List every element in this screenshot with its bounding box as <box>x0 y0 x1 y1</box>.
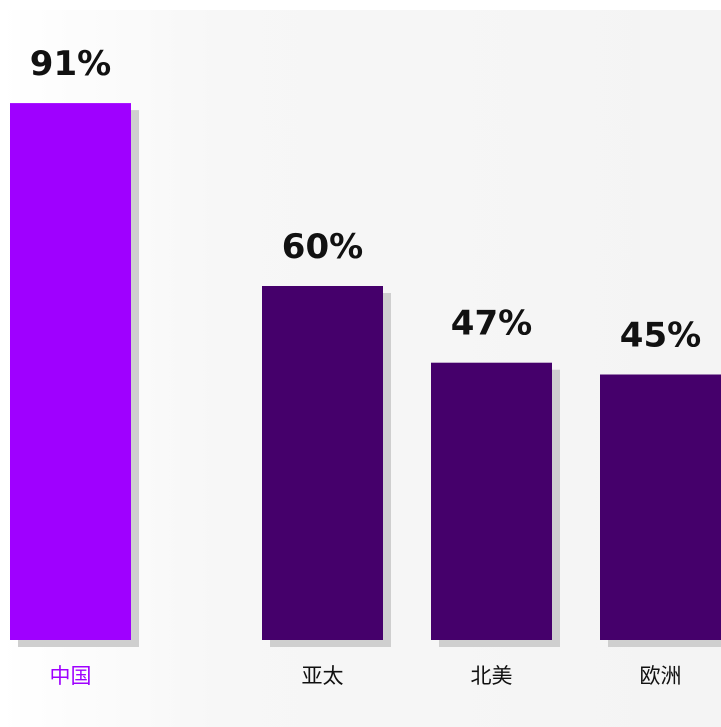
bar-3-value-label: 47% <box>451 304 532 344</box>
chart-top-edge <box>0 0 721 10</box>
bar-1-value-label: 91% <box>30 44 111 84</box>
bar-3 <box>431 362 552 640</box>
bar-2 <box>262 286 383 640</box>
bar-4 <box>600 374 721 640</box>
value-labels: 91% 60% 47% 45% <box>30 44 701 355</box>
category-labels: 中国 亚太 北美 欧洲 <box>50 664 682 688</box>
bar-4-category-label: 欧洲 <box>640 664 682 688</box>
bar-2-value-label: 60% <box>282 227 363 267</box>
bar-1 <box>10 103 131 641</box>
bars <box>10 103 721 641</box>
bar-2-category-label: 亚太 <box>302 664 344 688</box>
bar-3-category-label: 北美 <box>471 664 513 688</box>
bar-4-value-label: 45% <box>620 316 701 356</box>
bar-1-category-label: 中国 <box>50 664 92 688</box>
